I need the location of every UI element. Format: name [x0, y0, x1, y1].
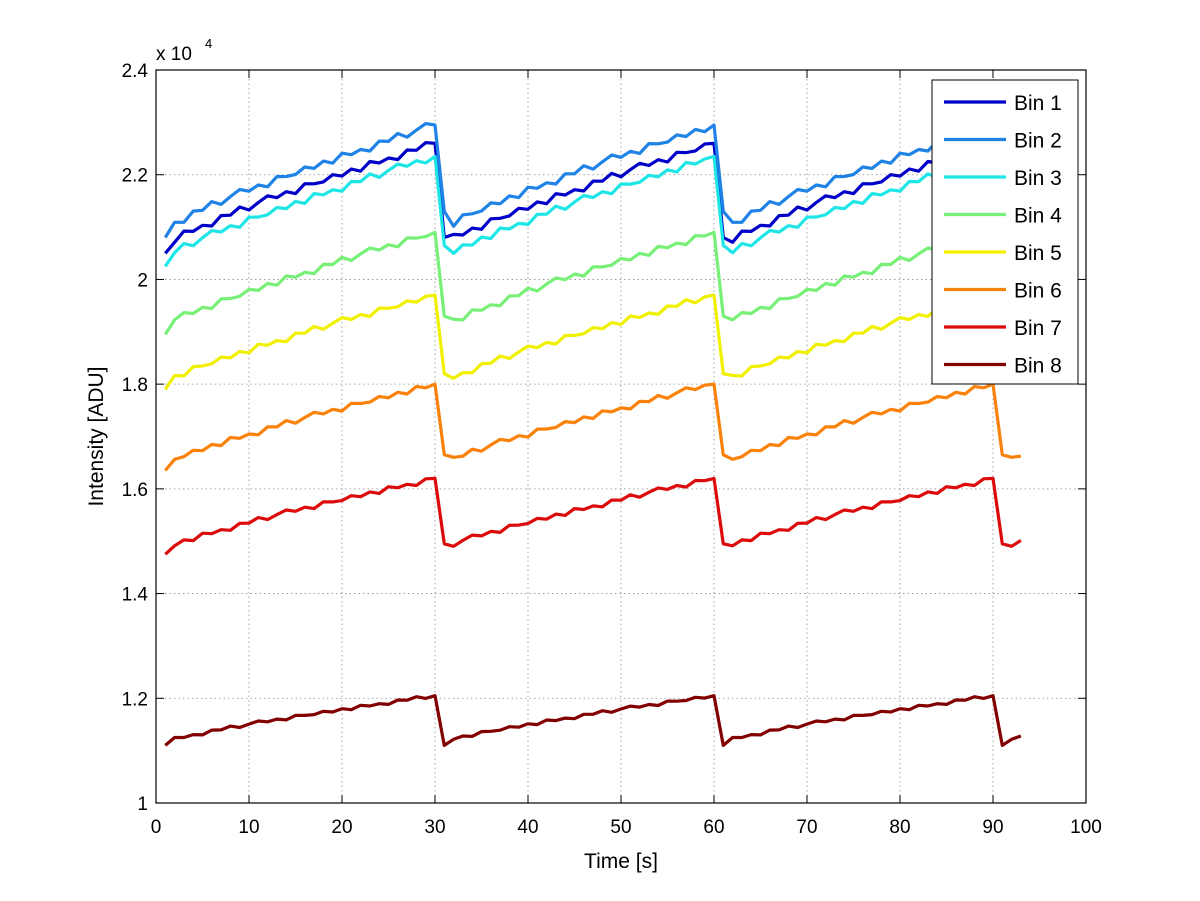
legend-label-bin-3: Bin 3 — [1014, 167, 1062, 190]
y-tick-label: 2 — [137, 270, 148, 291]
y-tick-label: 1.2 — [122, 689, 148, 710]
legend-label-bin-1: Bin 1 — [1014, 92, 1062, 115]
x-tick-label: 70 — [796, 817, 817, 838]
y-axis-label: Intensity [ADU] — [85, 366, 108, 506]
y-tick-label: 1.8 — [122, 375, 148, 396]
x-axis-label: Time [s] — [584, 850, 658, 873]
x-tick-label: 0 — [151, 817, 162, 838]
series-line-bin-6 — [164, 382, 1022, 472]
x-tick-label: 30 — [424, 817, 445, 838]
x-tick-label: 80 — [889, 817, 910, 838]
series-line-bin-7 — [164, 476, 1022, 556]
x-tick-label: 90 — [982, 817, 1003, 838]
x-tick-label: 100 — [1070, 817, 1102, 838]
legend-label-bin-2: Bin 2 — [1014, 130, 1062, 153]
legend: Bin 1 Bin 2 Bin 3 Bin 4 Bin 5 Bin 6 Bin 7 Bin 8 — [931, 79, 1079, 385]
legend-label-bin-5: Bin 5 — [1014, 242, 1062, 265]
y-tick-label: 2.4 — [122, 61, 149, 82]
series-line-bin-1 — [164, 141, 1022, 255]
x-tick-label: 40 — [517, 817, 538, 838]
axis-ticks — [155, 69, 1087, 804]
legend-items: Bin 1 Bin 2 Bin 3 Bin 4 Bin 5 Bin 6 Bin 7 Bin 8 — [944, 92, 1062, 378]
series-line-bin-3 — [163, 154, 1022, 268]
y-tick-label: 1.6 — [122, 480, 148, 501]
legend-label-bin-8: Bin 8 — [1014, 355, 1062, 378]
legend-label-bin-7: Bin 7 — [1014, 317, 1062, 340]
series-line-bin-4 — [163, 230, 1022, 336]
x-tick-label: 60 — [703, 817, 724, 838]
x-tick-label: 20 — [331, 817, 352, 838]
y-tick-label: 1.4 — [122, 585, 149, 606]
y-tick-label: 1 — [137, 794, 148, 815]
x-tick-label: 50 — [610, 817, 631, 838]
legend-label-bin-4: Bin 4 — [1014, 205, 1062, 228]
y-scale-label: x 10 — [156, 44, 192, 65]
tick-labels: 0 10 20 30 40 50 60 70 80 90 100 1 1.2 1.4 1.6 1.8 2 2.2 2… — [122, 61, 1102, 838]
y-tick-label: 2.2 — [122, 166, 148, 187]
series-line-bin-8 — [164, 694, 1022, 747]
series-line-bin-2 — [163, 122, 1023, 239]
legend-label-bin-6: Bin 6 — [1014, 280, 1062, 303]
x-tick-label: 10 — [238, 817, 259, 838]
y-scale-exponent: 4 — [205, 36, 212, 51]
series-line-bin-5 — [163, 293, 1022, 391]
legend-box — [931, 79, 1079, 385]
series-lines — [163, 122, 1023, 747]
